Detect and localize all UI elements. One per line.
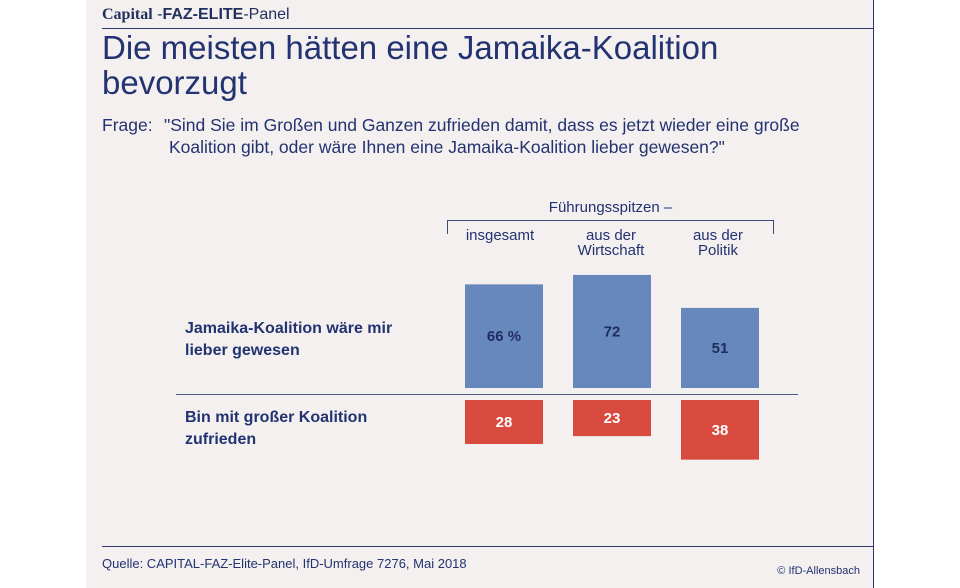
- bar-jamaika-0: [465, 284, 543, 388]
- category-label-line: aus der: [692, 227, 744, 244]
- series-label-line: Jamaika-Koalition wäre mir: [185, 320, 393, 337]
- series-label-line: lieber gewesen: [185, 342, 300, 359]
- title-line-1: Die meisten hätten eine Jamaika-Koalitio…: [102, 29, 719, 66]
- category-label-total: insgesamt: [440, 228, 560, 243]
- brand-panel: -Panel: [243, 6, 290, 23]
- title-line-2: bevorzugt: [102, 64, 247, 101]
- bar-value-label: 28: [496, 414, 513, 431]
- brand-capital: Capital: [102, 6, 153, 23]
- bar-value-label: 66 %: [487, 328, 521, 345]
- question-label: Frage:: [102, 115, 153, 135]
- bar-jamaika-2: [681, 307, 759, 388]
- category-label-business: aus der Wirtschaft: [551, 228, 671, 258]
- bar-jamaika-1: [573, 274, 651, 388]
- bar-grand-coalition-0: [465, 400, 543, 444]
- category-label-line: insgesamt: [465, 227, 535, 244]
- bar-grand-coalition-2: [681, 400, 759, 460]
- brand-header: Capital -FAZ-ELITE-Panel: [102, 6, 290, 24]
- category-label-politics: aus der Politik: [658, 228, 778, 258]
- category-label-line: aus der: [585, 227, 637, 244]
- question-line-2: Koalition gibt, oder wäre Ihnen eine Jam…: [169, 137, 725, 157]
- chart-baseline: [176, 394, 798, 395]
- brand-faz-elite: FAZ-ELITE: [162, 6, 244, 23]
- bar-grand-coalition-1: [573, 400, 651, 437]
- bar-value-label: 38: [712, 422, 729, 439]
- bar-value-label: 23: [604, 410, 621, 427]
- group-bracket: [447, 220, 774, 234]
- question-text: "Sind Sie im Großen und Ganzen zufrieden…: [164, 114, 834, 158]
- group-label: Führungsspitzen –: [548, 199, 673, 216]
- bar-value-label: 72: [604, 323, 621, 340]
- page-title: Die meisten hätten eine Jamaika-Koalitio…: [102, 30, 802, 100]
- series-label-jamaika: Jamaika-Koalition wäre mir lieber gewese…: [185, 318, 425, 362]
- brand-separator: -: [152, 6, 163, 23]
- bar-value-label: 51: [712, 340, 729, 357]
- series-label-grand-coalition: Bin mit großer Koalition zufrieden: [185, 407, 425, 451]
- footer-rule: [102, 546, 873, 547]
- series-label-line: Bin mit großer Koalition: [185, 409, 368, 426]
- source-note: Quelle: CAPITAL-FAZ-Elite-Panel, IfD-Umf…: [102, 556, 467, 571]
- copyright-note: © IfD-Allensbach: [777, 565, 860, 577]
- series-label-line: zufrieden: [185, 431, 257, 448]
- header-rule: [102, 28, 873, 29]
- category-label-line: Wirtschaft: [577, 242, 645, 259]
- category-label-line: Politik: [697, 242, 738, 259]
- question-line-1: "Sind Sie im Großen und Ganzen zufrieden…: [164, 115, 800, 135]
